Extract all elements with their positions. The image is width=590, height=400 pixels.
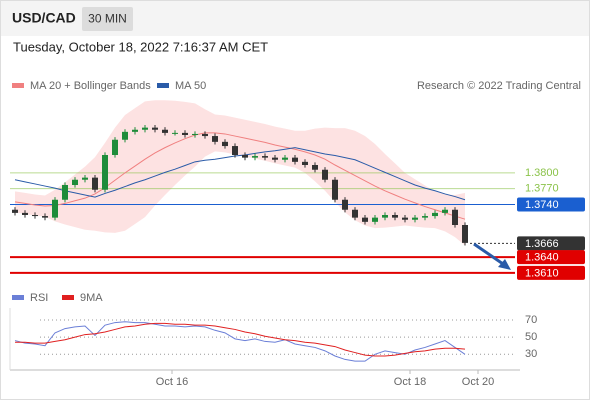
legend-label: MA 50 — [175, 80, 206, 92]
level-label: 1.3666 — [525, 238, 559, 250]
candle-body — [102, 155, 108, 190]
legend-label: MA 20 + Bollinger Bands — [30, 80, 151, 92]
y-tick-label: 70 — [525, 314, 537, 326]
legend-label: RSI — [30, 292, 48, 304]
candle-body — [172, 132, 178, 134]
series-line — [14, 321, 466, 362]
candle-body — [412, 217, 418, 220]
level-label: 1.3610 — [525, 267, 559, 279]
legend-swatch — [12, 295, 24, 300]
candle-body — [82, 177, 88, 180]
candle-body — [22, 212, 28, 215]
candle-body — [112, 139, 118, 155]
candle-body — [52, 199, 58, 218]
series-line — [15, 322, 466, 357]
candle-body — [272, 157, 278, 160]
candle-body — [422, 216, 428, 218]
candle-body — [152, 127, 158, 130]
level-label: 1.3640 — [525, 252, 559, 264]
candle-body — [312, 165, 318, 170]
candle-body — [392, 215, 398, 218]
x-tick-label: Oct 20 — [462, 376, 494, 388]
legend-label: 9MA — [80, 292, 103, 304]
candle-body — [42, 216, 48, 218]
candle-body — [182, 132, 188, 135]
level-label-box — [517, 250, 585, 265]
candle-body — [372, 217, 378, 222]
level-label-box — [517, 265, 585, 280]
candle-body — [132, 129, 138, 132]
legend-swatch — [157, 83, 169, 88]
level-label: 1.3800 — [525, 167, 559, 179]
candle-body — [402, 217, 408, 220]
candle-body — [192, 133, 198, 135]
candle-body — [62, 185, 68, 200]
candle-body — [362, 217, 368, 222]
candle-body — [332, 179, 338, 200]
candle-body — [352, 209, 358, 218]
candle-body — [432, 212, 438, 217]
candle-body — [92, 177, 98, 190]
legend-swatch — [12, 83, 24, 88]
candle-body — [12, 209, 18, 213]
candle-body — [342, 199, 348, 210]
symbol: USD/CAD — [12, 10, 76, 26]
timeframe-button[interactable] — [82, 7, 133, 31]
candle-body — [452, 209, 458, 225]
level-label-box — [517, 236, 585, 251]
candle-body — [302, 161, 308, 165]
series-line — [14, 147, 466, 201]
candle-body — [222, 141, 228, 147]
plot: MA 20 + Bollinger Bands MA 50 1.3800 1.3770… — [10, 80, 585, 388]
arrow-head — [498, 259, 511, 270]
candle-body — [282, 157, 288, 160]
candle-body — [442, 209, 448, 213]
candle-body — [242, 155, 248, 158]
x-tick-label: Oct 16 — [156, 376, 188, 388]
watermark: Research © 2022 Trading Central — [417, 80, 581, 92]
candle-body — [162, 129, 168, 133]
candle-body — [232, 146, 238, 155]
level-label-box — [517, 197, 585, 212]
candle-body — [252, 156, 258, 158]
candle-body — [32, 215, 38, 217]
candle-body — [382, 215, 388, 218]
candle-body — [322, 169, 328, 180]
candle-body — [142, 127, 148, 130]
candle-body — [262, 156, 268, 158]
level-label: 1.3770 — [525, 183, 559, 195]
x-tick-label: Oct 18 — [394, 376, 426, 388]
legend-swatch — [62, 295, 74, 300]
level-label: 1.3740 — [525, 199, 559, 211]
y-tick-label: 50 — [525, 331, 537, 343]
candle-body — [292, 157, 298, 162]
timestamp: Tuesday, October 18, 2022 7:16:37 AM CET — [13, 39, 268, 54]
y-tick-label: 30 — [525, 348, 537, 360]
timeframe[interactable]: 30 MIN — [88, 12, 127, 26]
candle-body — [202, 133, 208, 137]
candle-body — [72, 179, 78, 185]
arrow — [473, 242, 507, 268]
candle-body — [462, 225, 468, 243]
candle-body — [212, 136, 218, 142]
candle-body — [122, 131, 128, 140]
